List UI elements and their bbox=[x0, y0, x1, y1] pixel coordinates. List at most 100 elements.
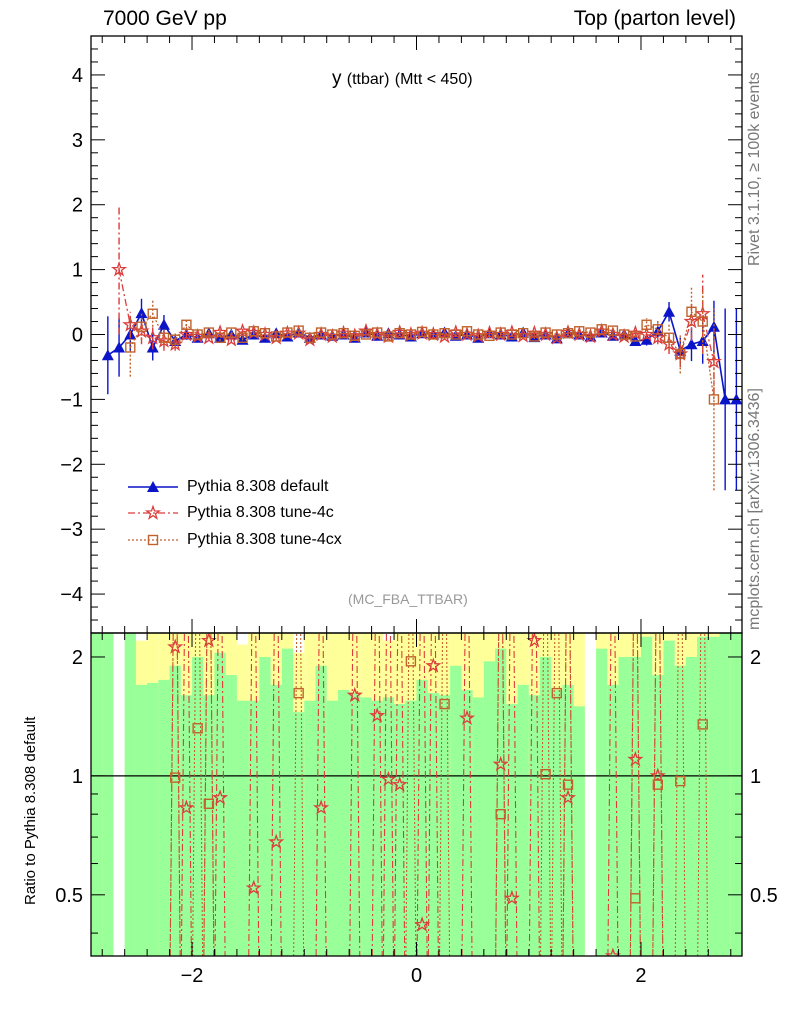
green-band-bin bbox=[147, 682, 159, 956]
green-band-bin bbox=[438, 695, 451, 956]
data-point-tune-4cx bbox=[517, 328, 529, 339]
ratio-line-tune-4cx bbox=[540, 633, 552, 956]
data-point-tune-4c bbox=[638, 325, 655, 342]
legend-marker-tune-4cx bbox=[147, 534, 159, 546]
ratio-point-tune-4c bbox=[346, 686, 363, 703]
ratio-line-tune-4cx bbox=[203, 633, 215, 956]
x-tick-label: 2 bbox=[635, 965, 646, 987]
ratio-line-tune-4c bbox=[461, 633, 473, 956]
green-band-bin bbox=[124, 633, 136, 956]
ratio-line-tune-4c bbox=[248, 633, 260, 956]
ratio-line-tune-4c bbox=[371, 633, 383, 956]
data-point-tune-4cx bbox=[529, 331, 540, 342]
ratio-point-tune-4c bbox=[503, 889, 520, 906]
green-band-bin bbox=[270, 684, 282, 956]
axes: −2 0 2 −4 −3 −2 −1 0 1 2 3 4 0.5 0.5 1 1 2 2 bbox=[55, 35, 778, 987]
ratio-line-tune-4c bbox=[607, 633, 619, 956]
data-point-tune-4cx bbox=[169, 334, 181, 345]
data-point-tune-4cx bbox=[484, 330, 495, 341]
data-point-tune-4cx bbox=[125, 342, 136, 353]
plot-title: y (ttbar) (Mtt < 450) bbox=[332, 68, 473, 90]
green-band-bin bbox=[102, 633, 114, 956]
data-point-tune-4cx bbox=[686, 306, 697, 317]
ratio-line-tune-4c bbox=[349, 633, 361, 956]
header-process-label: Top (parton level) bbox=[573, 7, 736, 30]
ratio-point-tune-4c bbox=[178, 799, 195, 815]
y-tick-label: 3 bbox=[72, 130, 83, 152]
data-point-tune-4cx bbox=[708, 394, 720, 405]
ratio-point-tune-4c bbox=[627, 751, 644, 767]
green-band-bin bbox=[214, 652, 226, 956]
green-band-bin bbox=[236, 700, 249, 956]
green-band-bin bbox=[618, 656, 630, 956]
green-band-bin bbox=[483, 661, 496, 956]
ratio-point-tune-4c bbox=[604, 947, 621, 956]
ratio-y-tick-label: 1 bbox=[72, 766, 83, 788]
data-point-tune-4c bbox=[357, 322, 375, 339]
ratio-point-tune-4c bbox=[559, 789, 577, 805]
data-point-tune-4cx bbox=[697, 316, 708, 327]
data-point-tune-4cx bbox=[551, 329, 563, 340]
green-band-bin bbox=[719, 633, 731, 956]
data-point-tune-4cx bbox=[461, 326, 473, 337]
green-band-bin bbox=[169, 665, 181, 956]
ratio-point-tune-4cx bbox=[562, 779, 574, 790]
data-point-tune-4cx bbox=[405, 329, 417, 340]
ratio-line-tune-4c bbox=[528, 633, 540, 956]
data-point-tune-4cx bbox=[675, 348, 686, 360]
data-point-tune-4cx bbox=[383, 331, 394, 342]
green-band-bin bbox=[708, 636, 720, 956]
green-band-bin bbox=[382, 697, 395, 956]
green-band-bin bbox=[495, 648, 507, 956]
plot-title-rest: (Mtt < 450) bbox=[394, 71, 473, 88]
green-band-bin bbox=[203, 695, 215, 956]
green-band-bin bbox=[337, 689, 350, 956]
y-tick-label: 0 bbox=[72, 325, 83, 347]
green-band-bin bbox=[281, 648, 294, 956]
ratio-line-tune-4c bbox=[382, 633, 394, 956]
data-point-tune-4cx bbox=[304, 332, 316, 343]
green-band-bin bbox=[371, 700, 383, 956]
green-band-bin bbox=[427, 693, 439, 956]
green-band-bin bbox=[607, 684, 619, 956]
data-point-tune-4cx bbox=[607, 325, 619, 336]
y-tick-label: 1 bbox=[72, 260, 83, 282]
plot-title-sub: (ttbar) bbox=[346, 71, 390, 88]
green-band-bin bbox=[225, 675, 237, 956]
data-point-tune-4cx bbox=[158, 332, 170, 343]
series-line-tune-4c bbox=[118, 269, 715, 362]
ratio-point-tune-4cx bbox=[540, 768, 551, 780]
y-tick-label: 2 bbox=[72, 195, 83, 217]
x-tick-label: −2 bbox=[181, 965, 204, 987]
data-point-tune-4cx bbox=[192, 329, 203, 340]
ratio-line-tune-4cx bbox=[652, 633, 664, 956]
ratio-uncertainty-bands bbox=[91, 633, 742, 956]
green-band-bin bbox=[640, 636, 653, 956]
ratio-point-tune-4c bbox=[268, 833, 285, 849]
ratio-point-tune-4c bbox=[380, 770, 397, 787]
data-point-default bbox=[685, 338, 698, 350]
green-band-bin bbox=[293, 712, 305, 956]
ratio-point-tune-4c bbox=[167, 638, 184, 654]
data-point-default bbox=[719, 393, 732, 405]
green-band-bin bbox=[674, 665, 686, 956]
legend-label-default: Pythia 8.308 default bbox=[187, 478, 329, 495]
data-point-default bbox=[135, 307, 148, 319]
ratio-line-tune-4cx bbox=[697, 633, 709, 956]
legend-label-tune-4cx: Pythia 8.308 tune-4cx bbox=[187, 531, 342, 548]
y-tick-label: −4 bbox=[60, 584, 83, 606]
ratio-point-tune-4c bbox=[649, 767, 666, 783]
data-point-tune-4cx bbox=[214, 332, 226, 343]
ratio-point-tune-4c bbox=[414, 916, 431, 932]
ratio-y-tick-label-right: 0.5 bbox=[750, 885, 778, 907]
green-band-bin bbox=[528, 695, 540, 956]
data-point-tune-4cx bbox=[439, 328, 450, 339]
green-band-bin bbox=[663, 640, 675, 956]
green-band-bin bbox=[573, 706, 585, 956]
green-band-bin bbox=[91, 633, 103, 956]
data-point-tune-4cx bbox=[562, 328, 574, 339]
data-point-tune-4cx bbox=[360, 329, 372, 340]
ratio-plot-area bbox=[91, 633, 742, 956]
green-band-bin bbox=[192, 656, 204, 956]
